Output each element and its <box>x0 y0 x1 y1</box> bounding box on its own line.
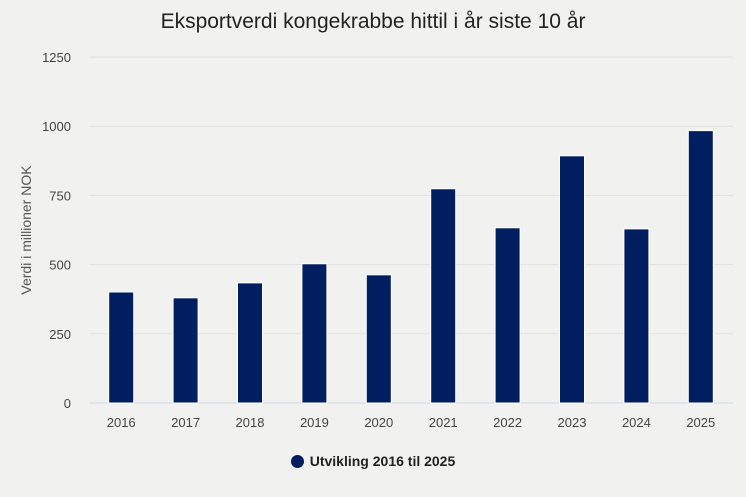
y-tick-label: 500 <box>49 258 71 273</box>
bar <box>237 282 263 404</box>
y-tick-label: 1000 <box>42 119 71 134</box>
y-tick-label: 750 <box>49 188 71 203</box>
x-tick-label: 2018 <box>236 415 265 430</box>
x-tick-label: 2020 <box>364 415 393 430</box>
x-tick-label: 2025 <box>686 415 715 430</box>
x-tick-label: 2019 <box>300 415 329 430</box>
legend-marker-icon <box>290 455 304 468</box>
x-tick-label: 2016 <box>107 415 136 430</box>
bar <box>365 274 392 404</box>
y-tick-label: 0 <box>64 396 71 411</box>
y-tick-label: 250 <box>49 327 71 342</box>
bar <box>687 130 714 404</box>
bar <box>172 297 199 404</box>
x-tick-label: 2024 <box>622 415 651 430</box>
y-axis-label: Verdi i millioner NOK <box>18 165 34 295</box>
x-tick-label: 2017 <box>171 415 200 430</box>
y-tick-label: 1250 <box>42 50 71 65</box>
legend-item[interactable]: Utvikling 2016 til 2025 <box>0 453 746 469</box>
bar <box>430 188 457 404</box>
bar <box>301 263 328 404</box>
bar <box>623 228 650 404</box>
bar <box>494 227 521 404</box>
x-tick-label: 2021 <box>429 415 458 430</box>
bar <box>108 291 135 404</box>
bar <box>559 155 585 404</box>
x-tick-label: 2022 <box>493 415 522 430</box>
legend-label: Utvikling 2016 til 2025 <box>309 453 456 469</box>
x-tick-label: 2023 <box>558 415 587 430</box>
chart-title: Eksportverdi kongekrabbe hittil i år sis… <box>160 10 586 33</box>
